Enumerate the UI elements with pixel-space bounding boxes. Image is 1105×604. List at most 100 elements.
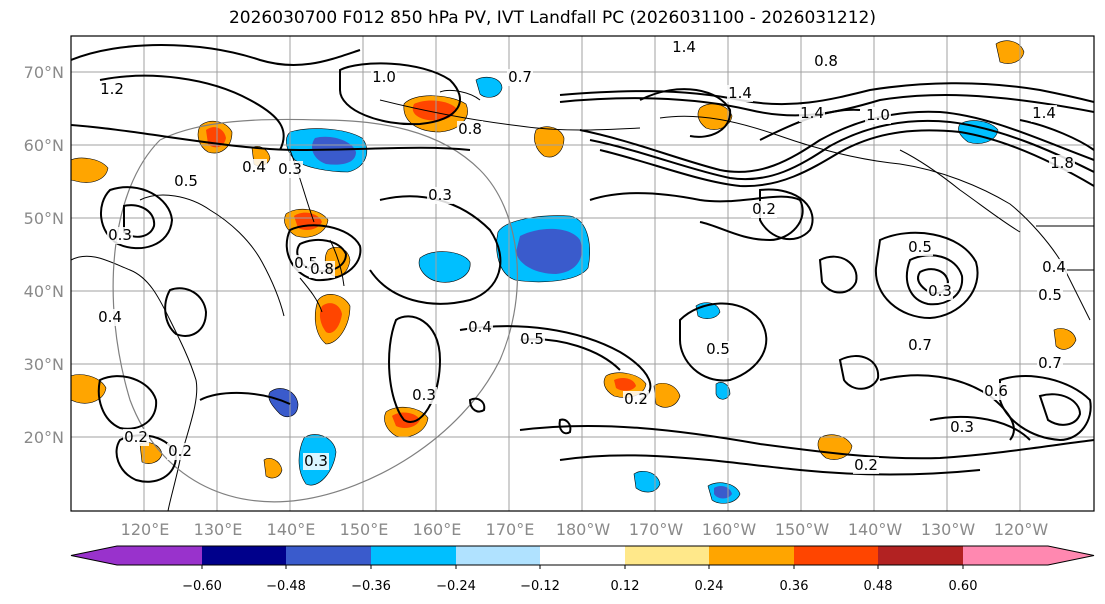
lon-label-160w: 160°W: [702, 520, 757, 539]
latitude-labels: 70°N 60°N 50°N 40°N 30°N 20°N: [24, 63, 64, 447]
contour-label-background: [671, 39, 697, 56]
lat-label-70n: 70°N: [24, 63, 64, 82]
colorbar-segment: [117, 546, 202, 565]
contour-label-background: [727, 85, 753, 102]
colorbar-segment: [202, 546, 286, 565]
contour-label: 0.5: [706, 340, 730, 358]
range-circles: [112, 118, 519, 503]
contour-label: 1.4: [1032, 104, 1056, 122]
contour-label: 0.2: [854, 456, 878, 474]
contour-label-background: [813, 53, 839, 70]
contour-label: 0.4: [1042, 258, 1066, 276]
lon-label-170e: 170°E: [486, 520, 535, 539]
map-frame: [70, 35, 1095, 512]
negative-anomaly-patch: [268, 388, 299, 417]
positive-anomaly-patch: [995, 40, 1025, 64]
lat-label-20n: 20°N: [24, 428, 64, 447]
contour-label: 0.8: [458, 120, 482, 138]
contour-label: 0.6: [984, 382, 1008, 400]
negative-anomaly-patch: [633, 471, 661, 493]
contour-label: 0.5: [520, 330, 544, 348]
contour-label: 0.4: [242, 158, 266, 176]
contour-label-background: [277, 161, 303, 178]
colorbar-segment: [286, 546, 371, 565]
colorbar-segment: [371, 546, 456, 565]
contour-label-background: [427, 187, 453, 204]
contour-label: 0.2: [168, 442, 192, 460]
colorbar-segment: [963, 546, 1048, 565]
contour-label-background: [457, 121, 483, 138]
colorbar-segment: [456, 546, 540, 565]
contour-label: 0.5: [908, 238, 932, 256]
lon-label-120w: 120°W: [994, 520, 1049, 539]
contour-label: 0.2: [124, 428, 148, 446]
contour-label: 0.8: [814, 52, 838, 70]
contour-label: 1.0: [866, 106, 890, 124]
colorbar-outline: [70, 545, 1095, 566]
contour-label-background: [907, 337, 933, 354]
contour-label-background: [507, 69, 533, 86]
lon-label-140w: 140°W: [848, 520, 903, 539]
positive-anomaly-patch: [71, 374, 107, 404]
contour-labels: 1.4 0.8 0.7 1.0 1.2 0.8 1.4 1.4 1.0 1.8 0.3 0.5 0.4 0…: [97, 38, 1075, 474]
positive-anomaly-patch: [263, 458, 283, 479]
contour-label-background: [705, 341, 731, 358]
colorbar-tick-label: −0.24: [436, 579, 476, 594]
colorbar-tick-label: −0.48: [266, 579, 306, 594]
negative-anomaly-core: [312, 136, 356, 165]
contour-label: 0.3: [278, 160, 302, 178]
contour-label: 1.2: [100, 80, 124, 98]
colorbar-tick-label: −0.12: [520, 579, 560, 594]
contour-label-background: [927, 283, 953, 300]
colorbar: −0.60 −0.48 −0.36 −0.24 −0.12 0.12 0.24 0.36 0.4…: [70, 545, 1095, 594]
contour-label: 0.8: [310, 260, 334, 278]
contour-label: 0.4: [468, 318, 492, 336]
contour-label-background: [623, 391, 649, 408]
positive-anomaly-core: [319, 303, 342, 334]
contour-label-background: [519, 331, 545, 348]
colorbar-tick-label: 0.12: [611, 579, 640, 594]
lon-label-180w: 180°W: [556, 520, 611, 539]
lat-label-30n: 30°N: [24, 355, 64, 374]
contour-label-background: [309, 261, 335, 278]
contour-label-background: [853, 457, 879, 474]
contour-label-background: [1037, 355, 1063, 372]
colorbar-extend-low: [71, 546, 117, 565]
positive-anomaly-patch: [1053, 328, 1077, 350]
colorbar-tick-label: 0.24: [695, 579, 724, 594]
contour-label-background: [167, 443, 193, 460]
contour-label-background: [371, 69, 397, 86]
contour-label: 0.3: [950, 418, 974, 436]
lon-label-130e: 130°E: [194, 520, 243, 539]
colorbar-tick-label: 0.60: [949, 579, 978, 594]
positive-anomaly-patch: [71, 157, 109, 183]
lat-label-60n: 60°N: [24, 136, 64, 155]
contour-label: 0.5: [1038, 286, 1062, 304]
contour-label: 0.3: [428, 186, 452, 204]
shaded-anomaly-fields: [71, 40, 1077, 504]
lat-label-50n: 50°N: [24, 209, 64, 228]
positive-anomaly-patch: [653, 383, 681, 408]
contour-label-background: [467, 319, 493, 336]
lon-label-150e: 150°E: [340, 520, 389, 539]
colorbar-segment: [709, 546, 794, 565]
contour-label-background: [97, 309, 123, 326]
contour-label-background: [241, 159, 267, 176]
colorbar-tick-label: 0.36: [780, 579, 809, 594]
graticule: [71, 36, 1094, 511]
contour-label: 1.4: [672, 38, 696, 56]
contour-label-background: [949, 419, 975, 436]
contour-label-background: [1041, 259, 1067, 276]
contour-label: 0.2: [624, 390, 648, 408]
contour-label-background: [107, 227, 133, 244]
negative-anomaly-patch: [715, 382, 731, 400]
contour-label-background: [799, 105, 825, 122]
contour-label: 0.3: [108, 226, 132, 244]
contour-label-background: [1049, 155, 1075, 172]
colorbar-segment: [794, 546, 878, 565]
contour-label: 0.2: [752, 200, 776, 218]
contour-label: 0.7: [508, 68, 532, 86]
colorbar-tick-label: 0.48: [864, 579, 893, 594]
negative-anomaly-core: [516, 228, 582, 274]
